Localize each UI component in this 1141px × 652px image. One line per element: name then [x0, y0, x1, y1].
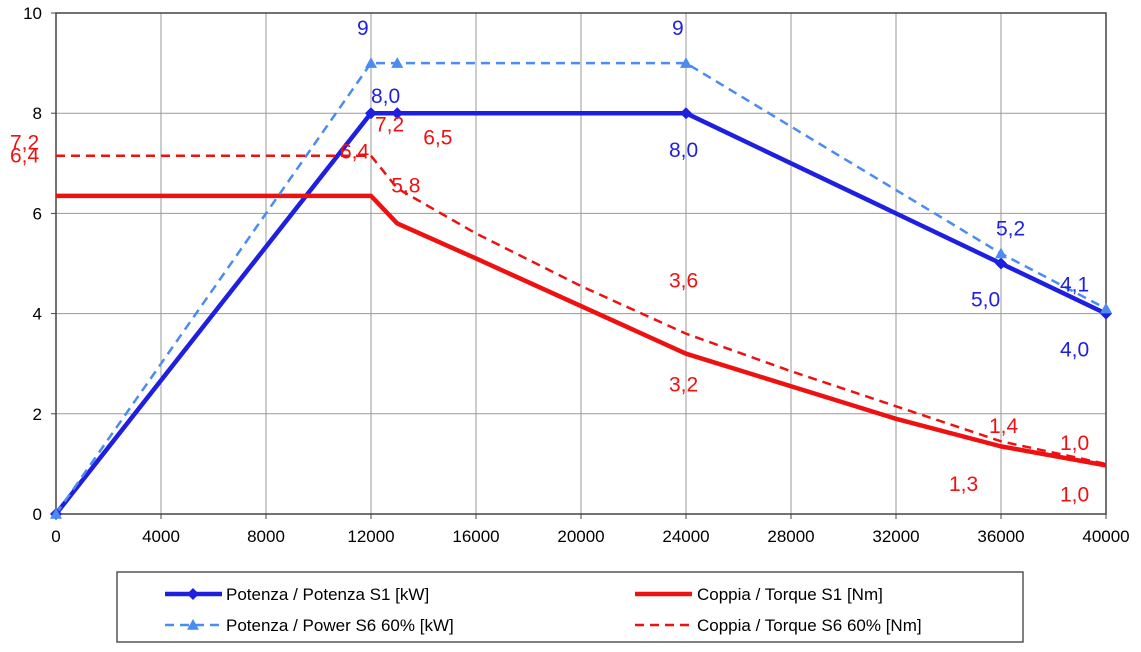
x-tick-label: 40000	[1082, 527, 1129, 546]
data-point-1	[995, 257, 1007, 270]
axes: 0 4000 8000 12000 16000 20000 24000 28000 32000 3…	[23, 4, 1130, 546]
y-tick-label: 6	[33, 204, 42, 223]
markers-group	[50, 57, 1112, 520]
series-line-2	[56, 193, 1107, 468]
legend-box	[116, 571, 1024, 643]
legend-label-2: Coppia / Torque S1 [Nm]	[697, 585, 883, 604]
data-label: 4,1	[1060, 274, 1089, 297]
data-label: 3,2	[669, 374, 698, 397]
data-point-3	[391, 57, 404, 68]
data-label: 9	[672, 17, 684, 40]
data-label: 1,0	[1060, 483, 1089, 506]
data-label: 1,4	[989, 415, 1019, 438]
legend: Potenza / Potenza S1 [kW] Coppia / Torque…	[116, 571, 1024, 643]
data-label: 8,0	[669, 139, 698, 162]
x-tick-label: 28000	[767, 527, 814, 546]
y-tick-label: 2	[33, 405, 42, 424]
x-tick-label: 32000	[872, 527, 919, 546]
data-label: 5,2	[996, 217, 1025, 240]
x-tick-label: 16000	[452, 527, 499, 546]
data-point-1	[680, 107, 692, 120]
data-label: 8,0	[371, 85, 400, 108]
data-label: 6,4	[10, 144, 40, 167]
data-labels: 9 9 8,0 8,0 5,2 5,0 4,1 4,0 7,2 7,2 6,5 6,4 6,4 5,8 3,…	[10, 17, 1089, 506]
data-label: 5,0	[971, 289, 1000, 312]
series-group	[54, 61, 1107, 516]
series-line-3	[54, 61, 1107, 515]
series-line-1	[54, 110, 1107, 516]
data-point-3	[1100, 302, 1112, 314]
legend-label-4: Coppia / Torque S6 60% [Nm]	[697, 616, 922, 635]
data-point-3	[365, 57, 377, 68]
y-tick-label: 4	[33, 305, 42, 324]
data-label: 7,2	[10, 131, 39, 154]
data-point-1	[391, 107, 404, 120]
data-label: 7,2	[375, 113, 404, 136]
legend-marker-3	[187, 619, 199, 630]
y-tick-label: 8	[33, 104, 42, 123]
x-tick-label: 20000	[557, 527, 604, 546]
data-point-1	[365, 107, 377, 120]
series-line-4	[56, 154, 1107, 466]
x-tick-label: 8000	[247, 527, 285, 546]
data-point-3	[995, 247, 1007, 259]
legend-marker-1	[187, 588, 199, 600]
x-tick-label: 4000	[142, 527, 180, 546]
x-tick-label: 0	[51, 527, 60, 546]
x-tick-label: 12000	[347, 527, 394, 546]
data-label: 9	[357, 17, 369, 40]
y-tick-label: 10	[23, 4, 42, 23]
data-label: 4,0	[1060, 339, 1089, 362]
data-label: 5,8	[391, 174, 420, 197]
data-label: 3,6	[669, 270, 698, 293]
data-point-3	[50, 508, 62, 519]
legend-label-1: Potenza / Potenza S1 [kW]	[226, 585, 429, 604]
legend-label-3: Potenza / Power S6 60% [kW]	[226, 616, 454, 635]
y-tick-label: 0	[33, 505, 42, 524]
data-point-3	[680, 57, 692, 68]
data-label: 1,0	[1060, 432, 1089, 455]
x-tick-label: 24000	[662, 527, 709, 546]
x-tick-label: 36000	[977, 527, 1024, 546]
data-label: 6,5	[423, 126, 452, 149]
data-label: 1,3	[949, 473, 978, 496]
data-label: 6,4	[340, 140, 370, 163]
